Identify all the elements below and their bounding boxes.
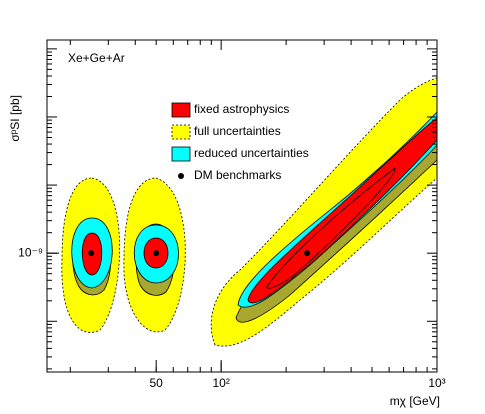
legend-label: DM benchmarks [194, 168, 281, 182]
y-axis-label: σᵖSI [pb] [8, 95, 22, 142]
x-tick-label: 10² [212, 376, 229, 390]
y-tick-label: 10⁻⁹ [18, 245, 43, 259]
legend-marker [178, 173, 184, 179]
benchmark-point [304, 250, 311, 257]
legend-swatch [171, 124, 191, 140]
x-axis-label: mχ [GeV] [390, 394, 440, 408]
legend-swatch [171, 146, 191, 162]
contours [61, 77, 438, 347]
legend-label: reduced uncertainties [194, 146, 309, 160]
chart-title: Xe+Ge+Ar [68, 51, 125, 65]
benchmark-point [88, 250, 95, 257]
benchmark-point [153, 250, 160, 257]
legend-label: fixed astrophysics [194, 102, 289, 116]
x-tick-label: 10³ [428, 376, 445, 390]
contour-inner [266, 167, 396, 289]
legend-label: full uncertainties [194, 124, 281, 138]
x-tick-label: 50 [150, 376, 164, 390]
legend-swatch [171, 102, 191, 118]
